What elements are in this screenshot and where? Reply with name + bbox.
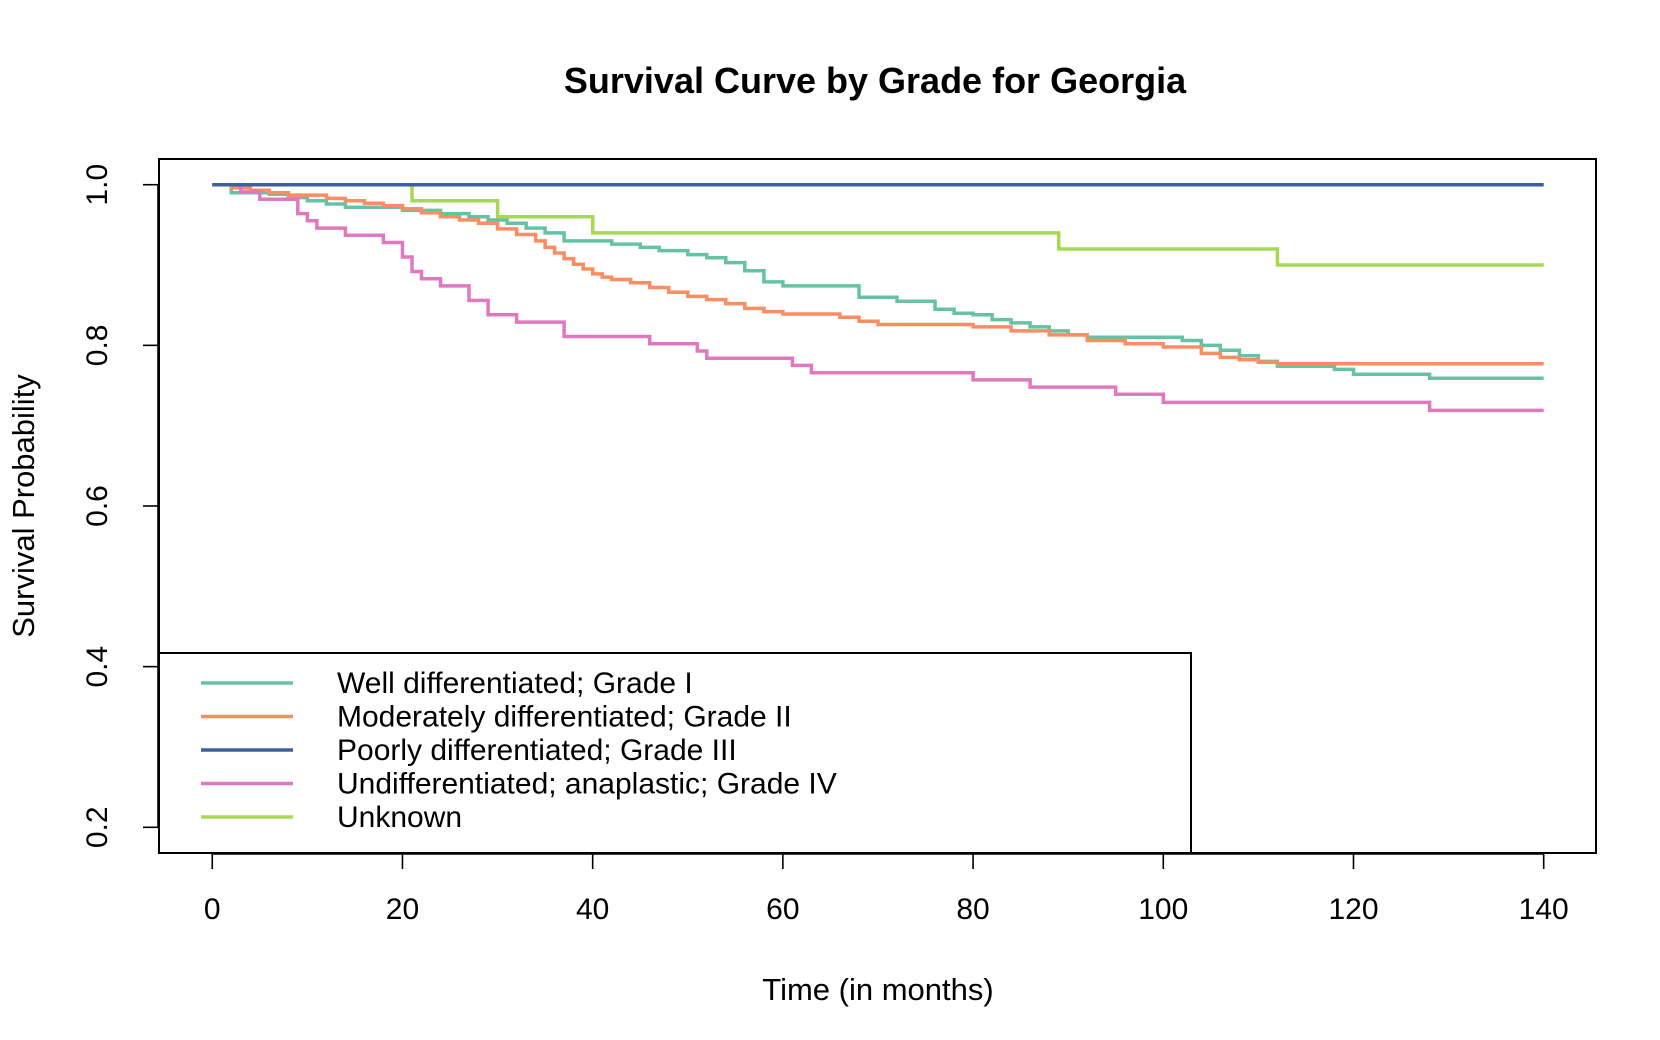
series-line-well-differentiated-grade-i: [212, 182, 1544, 381]
legend-label: Poorly differentiated; Grade III: [337, 734, 737, 767]
legend-label: Well differentiated; Grade I: [337, 667, 693, 700]
x-tick-label: 60: [766, 893, 799, 926]
series-line-unknown: [212, 182, 1544, 267]
legend-label: Unknown: [337, 801, 462, 834]
legend-label: Moderately differentiated; Grade II: [337, 701, 792, 734]
y-tick-label: 0.4: [81, 646, 114, 688]
x-axis: 0 20 40 60 80 100 120 140: [204, 853, 1569, 926]
y-axis: 0.2 0.4 0.6 0.8 1.0: [81, 164, 159, 848]
y-axis-label: Survival Probability: [6, 374, 41, 638]
series-line-moderately-differentiated-grade-ii: [212, 182, 1544, 366]
y-tick-label: 0.6: [81, 485, 114, 527]
series-layer: [212, 182, 1544, 413]
legend-box: [158, 652, 1192, 854]
x-tick-label: 80: [956, 893, 989, 926]
y-tick-label: 0.2: [81, 806, 114, 848]
chart-title: Survival Curve by Grade for Georgia: [564, 60, 1187, 101]
y-tick-label: 1.0: [81, 164, 114, 206]
legend-label: Undifferentiated; anaplastic; Grade IV: [337, 768, 837, 801]
x-tick-label: 40: [576, 893, 609, 926]
x-tick-label: 100: [1138, 893, 1188, 926]
x-tick-label: 140: [1519, 893, 1569, 926]
x-tick-label: 0: [204, 893, 221, 926]
x-axis-label: Time (in months): [762, 972, 993, 1007]
y-tick-label: 0.8: [81, 324, 114, 366]
series-line-undifferentiated-anaplastic-grade-iv: [212, 182, 1544, 413]
x-tick-label: 20: [386, 893, 419, 926]
x-tick-label: 120: [1328, 893, 1378, 926]
